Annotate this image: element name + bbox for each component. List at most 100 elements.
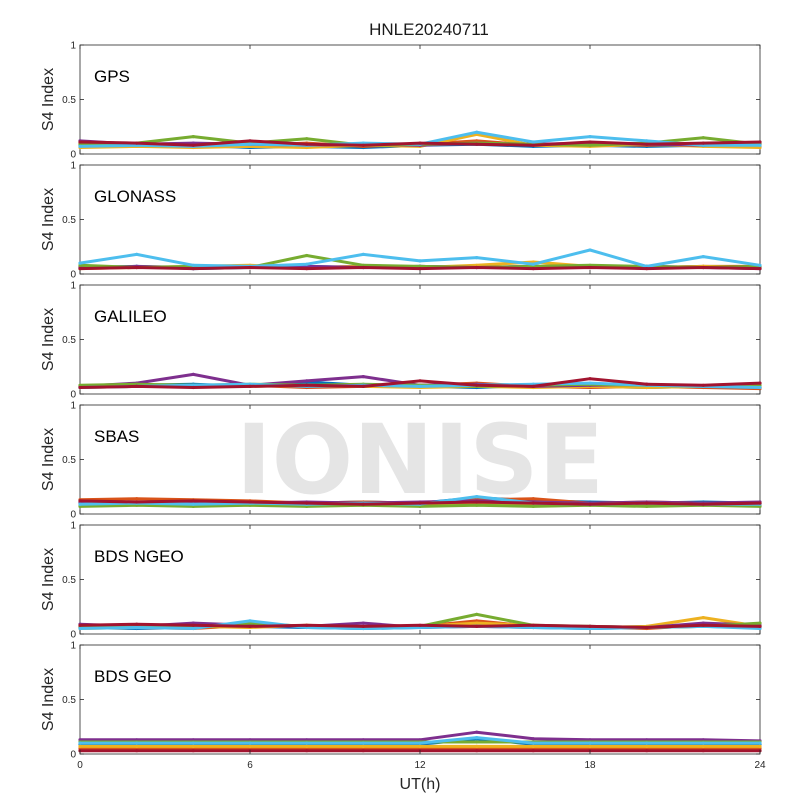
data-point [645,744,649,749]
data-point [248,142,252,146]
data-point [588,140,592,144]
data-point [78,626,82,631]
x-tick-label: 24 [754,760,766,771]
y-tick-label: 0 [70,630,76,641]
y-tick-label: 0.5 [62,455,76,466]
panel-gps: 0 0.5 1 S4 Index GPS [40,41,762,161]
data-point [758,140,762,144]
data-point [531,504,535,508]
data-point [531,262,535,266]
data-point [531,501,535,505]
y-tick-label: 0 [70,510,76,521]
panel-glonass: 0 0.5 1 S4 Index GLONASS [40,161,762,281]
data-point [701,749,705,753]
data-point [305,137,309,141]
data-point [418,379,422,383]
data-point [531,749,535,753]
data-point [78,623,82,627]
data-point [78,267,82,271]
data-point [701,255,705,259]
panel-label: GALILEO [94,307,167,326]
y-tick-label: 1 [70,641,76,652]
data-point [78,502,82,506]
data-point [305,262,309,266]
data-point [701,744,705,749]
data-point [361,741,365,745]
panel-frame [79,404,761,515]
data-point [191,385,195,390]
data-point [588,502,592,506]
data-point [361,624,365,629]
data-point [701,502,705,506]
data-point [305,379,309,383]
data-point [191,626,195,631]
data-point [758,621,762,625]
panel-sbas: 0 0.5 1 S4 Index SBAS [40,401,762,521]
data-point [361,621,365,625]
data-point [78,261,82,265]
data-point [758,385,762,390]
y-axis-label: S4 Index [40,188,57,251]
x-tick-label: 0 [77,760,83,771]
data-point [645,625,649,630]
data-point [135,500,139,504]
y-tick-label: 0 [70,150,76,161]
data-point [191,263,195,267]
data-point [135,384,139,388]
data-point [588,624,592,629]
y-tick-label: 1 [70,161,76,172]
data-point [588,381,592,385]
data-point [475,500,479,504]
data-point [191,372,195,376]
panels-group: 0 0.5 1 S4 Index GPS 0 0.5 1 S4 Index GLONASS 0 0.5… [40,41,766,772]
data-point [645,267,649,271]
data-point [191,499,195,503]
panel-frame [79,644,761,755]
y-tick-label: 1 [70,521,76,532]
data-point [248,265,252,270]
data-point [135,252,139,256]
data-point [78,741,82,745]
data-point [531,741,535,745]
y-tick-label: 0.5 [62,215,76,226]
data-point [758,501,762,505]
panel-label: BDS GEO [94,667,171,686]
data-point [475,736,479,740]
data-point [531,267,535,271]
watermark: IONISE [236,404,604,516]
panel-label: GPS [94,67,130,86]
data-point [361,744,365,749]
data-point [78,140,82,144]
data-point [758,143,762,147]
y-tick-label: 0 [70,270,76,281]
data-point [418,259,422,263]
x-tick-label: 12 [414,760,426,771]
data-point [305,744,309,749]
data-point [475,495,479,499]
data-point [475,749,479,753]
data-point [645,741,649,745]
data-point [361,265,365,270]
y-axis-label: S4 Index [40,668,57,731]
y-tick-label: 0.5 [62,335,76,346]
y-axis-label: S4 Index [40,68,57,131]
data-point [135,744,139,749]
data-point [475,624,479,629]
data-point [701,741,705,745]
data-point [248,744,252,749]
y-tick-label: 1 [70,281,76,292]
chart-title: HNLE20240711 [369,20,489,39]
data-point [248,619,252,623]
data-point [645,139,649,143]
data-point [531,497,535,501]
data-point [78,144,82,148]
data-point [305,741,309,745]
data-point [78,744,82,749]
data-point [418,744,422,749]
data-point [475,256,479,260]
data-point [191,623,195,627]
data-point [588,135,592,139]
data-point [475,740,479,744]
y-tick-label: 1 [70,401,76,412]
data-point [645,501,649,505]
